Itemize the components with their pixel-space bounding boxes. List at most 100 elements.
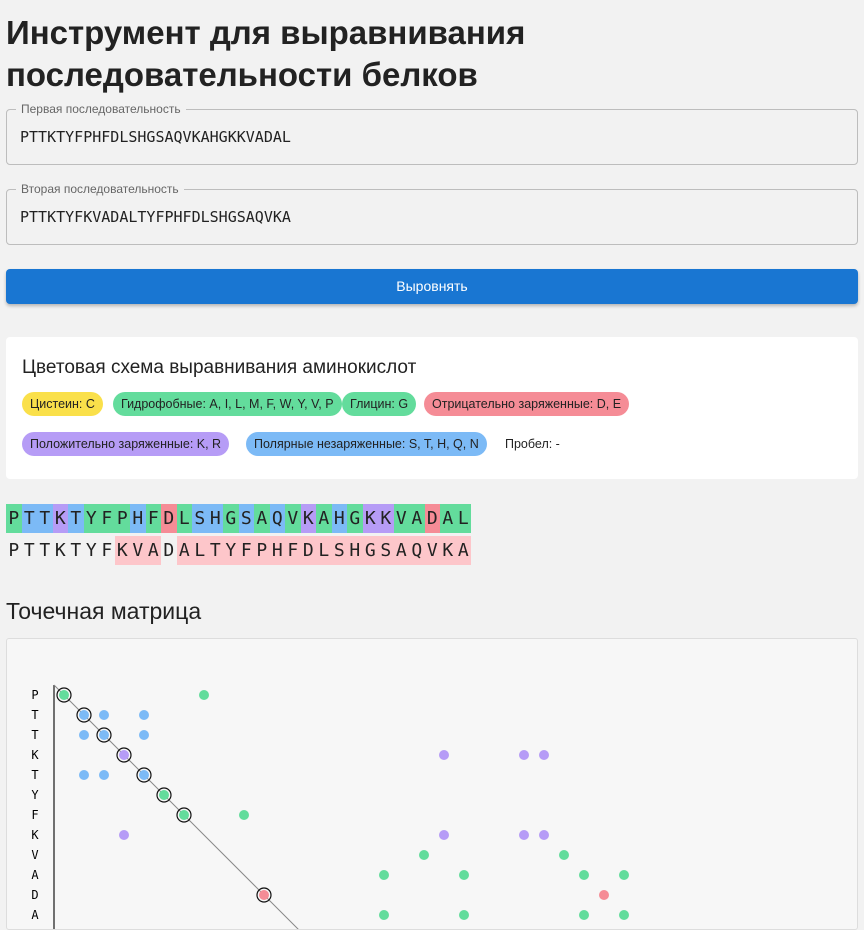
residue: P [6, 504, 22, 533]
match-dot [99, 730, 109, 740]
residue: K [52, 504, 68, 533]
residue: K [378, 504, 394, 533]
row-label: T [31, 768, 38, 782]
match-dot [79, 770, 89, 780]
residue: F [238, 536, 254, 565]
match-dot [119, 830, 129, 840]
page-title: Инструмент для выравнивания последовател… [6, 14, 526, 93]
align-button[interactable]: Выровнять [6, 269, 858, 304]
residue: A [455, 536, 471, 565]
match-dot [619, 870, 629, 880]
legend-chip: Пробел: - [505, 437, 560, 451]
match-dot [459, 910, 469, 920]
residue: F [99, 504, 115, 533]
row-label: K [31, 828, 39, 842]
legend-chip: Полярные незаряженные: S, T, H, Q, N [246, 432, 487, 456]
row-label: K [31, 748, 39, 762]
residue: H [207, 504, 223, 533]
match-dot [539, 830, 549, 840]
residue: T [68, 504, 84, 533]
residue: D [161, 504, 177, 533]
residue: S [192, 504, 208, 533]
residue: S [331, 536, 347, 565]
match-dot [59, 690, 69, 700]
residue: V [130, 536, 146, 565]
input-field[interactable]: Первая последовательность PTTKTYFPHFDLSHG… [6, 102, 858, 165]
residue: D [300, 536, 316, 565]
legend-chip: Положительно заряженные: K, R [22, 432, 230, 456]
input-value[interactable]: PTTKTYFKVADALTYFPHFDLSHGSAQVKA [20, 208, 291, 226]
match-dot [79, 710, 89, 720]
match-dot [439, 830, 449, 840]
residue: L [192, 536, 208, 565]
residue: S [238, 504, 254, 533]
input-label: Вторая последовательность [16, 182, 184, 196]
residue: P [114, 504, 130, 533]
residue: A [145, 536, 161, 565]
match-dot [139, 730, 149, 740]
input-field[interactable]: Вторая последовательность PTTKTYFKVADALTY… [6, 182, 858, 245]
residue: K [362, 504, 378, 533]
residue: Y [223, 536, 239, 565]
legend-chip: Цистеин: C [22, 392, 103, 416]
residue: F [101, 540, 113, 561]
diagonal-match [96, 727, 112, 743]
row-label: D [31, 888, 38, 902]
residue: K [114, 536, 130, 565]
residue: K [440, 536, 456, 565]
row-label: A [31, 908, 39, 922]
match-dot [579, 870, 589, 880]
residue: Y [83, 504, 99, 533]
match-dot [439, 750, 449, 760]
dot-matrix-plot: PTTKTYFKVADALTYFPHFDLSHGSAQVKA [31, 684, 629, 929]
residue: T [23, 540, 35, 561]
residue: V [393, 504, 409, 533]
match-dot [139, 710, 149, 720]
match-dot [539, 750, 549, 760]
match-dot [419, 850, 429, 860]
row-label: F [31, 808, 38, 822]
match-dot [519, 750, 529, 760]
residue: T [70, 540, 82, 561]
input-label: Первая последовательность [16, 102, 186, 116]
match-dot [379, 910, 389, 920]
match-dot [159, 790, 169, 800]
residue: G [223, 504, 239, 533]
match-dot [259, 890, 269, 900]
legend-title: Цветовая схема выравнивания аминокислот [22, 357, 417, 378]
match-dot [119, 750, 129, 760]
residue: H [347, 536, 363, 565]
residue: P [254, 536, 270, 565]
row-label: T [31, 708, 38, 722]
diagonal-match [136, 767, 152, 783]
residue: A [316, 504, 332, 533]
match-dot [239, 810, 249, 820]
match-dot [79, 730, 89, 740]
residue: A [254, 504, 270, 533]
residue: A [176, 536, 192, 565]
residue: H [130, 504, 146, 533]
residue: H [269, 536, 285, 565]
residue: P [8, 540, 20, 561]
match-dot [459, 870, 469, 880]
legend-card: Цветовая схема выравнивания аминокислот Ц… [6, 337, 858, 479]
match-dot [99, 710, 109, 720]
residue: D [424, 504, 440, 533]
input-value[interactable]: PTTKTYFPHFDLSHGSAQVKAHGKKVADAL [20, 128, 291, 146]
residue: S [378, 536, 394, 565]
residue: A [440, 504, 456, 533]
diagonal-match [176, 807, 192, 823]
legend-chip: Глицин: G [342, 392, 417, 416]
match-dot [379, 870, 389, 880]
row-label: A [31, 868, 39, 882]
diagonal-match [56, 687, 72, 703]
residue: A [409, 504, 425, 533]
residue: T [21, 504, 37, 533]
residue: L [455, 504, 471, 533]
residue: V [424, 536, 440, 565]
residue: G [362, 536, 378, 565]
diagonal-match [256, 887, 272, 903]
residue: K [300, 504, 316, 533]
residue: F [145, 504, 161, 533]
